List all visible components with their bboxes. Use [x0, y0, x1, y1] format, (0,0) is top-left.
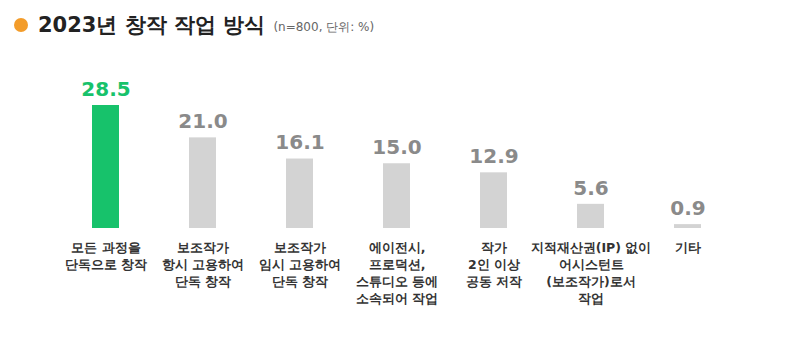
svg-text:5.6: 5.6	[573, 176, 608, 200]
svg-text:21.0: 21.0	[178, 109, 227, 133]
svg-text:15.0: 15.0	[372, 135, 421, 159]
svg-text:16.1: 16.1	[275, 130, 324, 154]
svg-text:보조작가항시 고용하여단독 창작: 보조작가항시 고용하여단독 창작	[162, 240, 244, 289]
svg-text:12.9: 12.9	[469, 144, 518, 168]
svg-text:에이전시,프로덕션,스튜디오 등에소속되어 작업: 에이전시,프로덕션,스튜디오 등에소속되어 작업	[356, 240, 438, 306]
svg-text:모든 과정을단독으로 창작: 모든 과정을단독으로 창작	[65, 240, 147, 272]
svg-text:지적재산권(IP) 없이어시스턴트(보조작가)로서작업: 지적재산권(IP) 없이어시스턴트(보조작가)로서작업	[531, 240, 652, 306]
svg-text:기타: 기타	[675, 240, 701, 255]
svg-text:작가2인 이상공동 저작: 작가2인 이상공동 저작	[466, 240, 522, 289]
svg-text:0.9: 0.9	[670, 196, 705, 220]
html-text:2023년 창작 작업 방식 (n=800, 단위: %): 2023년 창작 작업 방식 (n=800, 단위: %)	[38, 13, 375, 37]
svg-text:28.5: 28.5	[81, 77, 130, 101]
svg-text:보조작가임시 고용하여단독 창작: 보조작가임시 고용하여단독 창작	[259, 240, 341, 289]
